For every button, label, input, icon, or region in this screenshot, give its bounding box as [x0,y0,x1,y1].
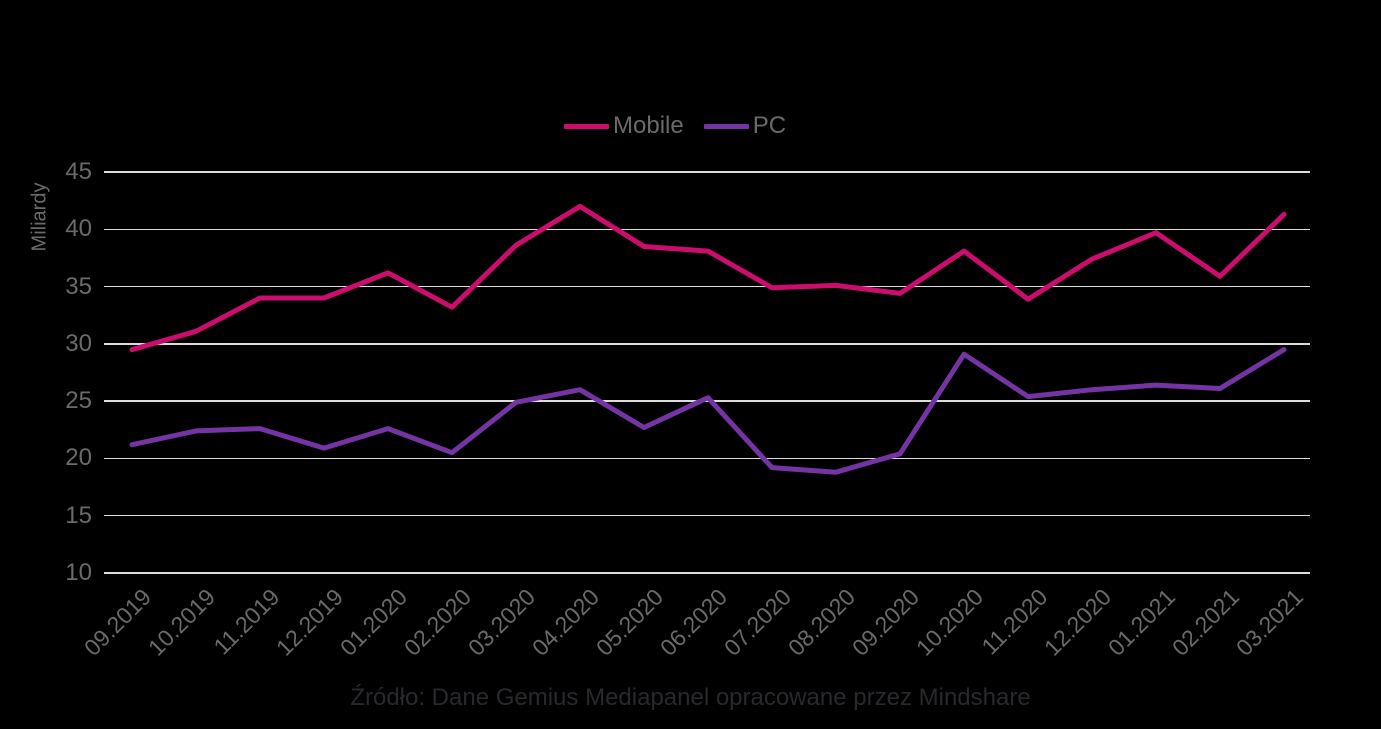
gridline-15 [104,514,1310,517]
y-tick-label-15: 15 [65,501,92,529]
gridline-30 [104,343,1310,345]
y-tick-label-40: 40 [65,215,92,243]
legend-item-pc: PC [703,112,787,139]
gridline-20 [104,457,1310,460]
y-tick-label-25: 25 [65,387,92,415]
y-tick-label-35: 35 [65,272,92,300]
gridline-45 [104,171,1310,173]
legend-item-mobile: Mobile [564,114,684,138]
y-tick-label-20: 20 [65,444,92,472]
y-tick-label-45: 45 [65,158,92,185]
y-tick-label-10: 10 [65,559,92,586]
gridline-25 [104,400,1310,402]
legend-label-pc: PC [752,112,787,139]
pc-series-line [129,347,1287,475]
gridline-10 [104,572,1310,574]
source-caption: Źródło: Dane Gemius Mediapanel opracowan… [350,684,1031,711]
gridline-40 [104,228,1310,231]
chart-legend: Mobile PC [564,114,786,138]
pc-line-swatch-icon [703,123,749,129]
gridline-35 [104,285,1310,288]
mobile-line-swatch-icon [564,123,609,129]
y-tick-label-30: 30 [65,329,92,357]
mobile-series-line [129,203,1287,353]
legend-label-mobile: Mobile [613,112,684,139]
